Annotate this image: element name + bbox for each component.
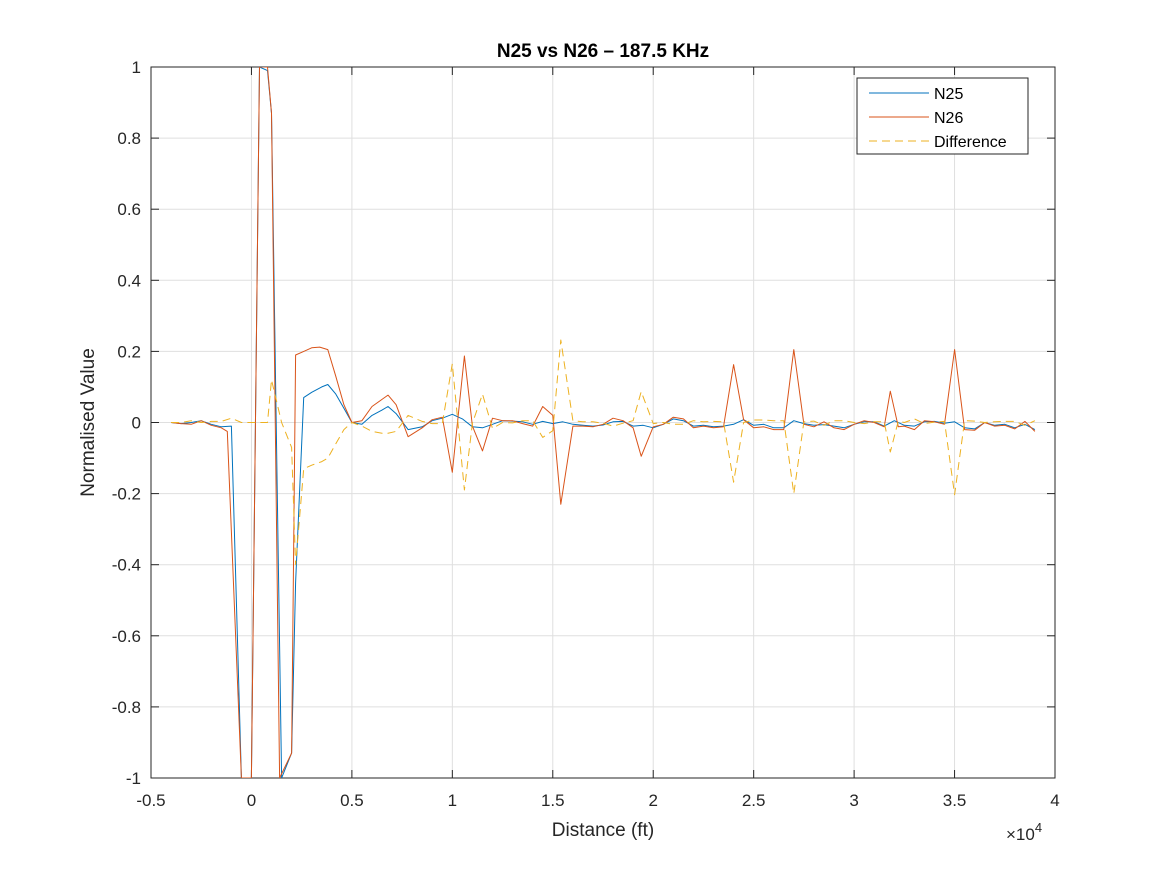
chart-title: N25 vs N26 – 187.5 KHz bbox=[497, 41, 709, 62]
y-tick-label: -1 bbox=[126, 769, 141, 788]
axis-ticks bbox=[150, 66, 1056, 779]
y-tick-label: 0.2 bbox=[117, 342, 141, 361]
y-tick-label: -0.6 bbox=[112, 627, 141, 646]
x-exponent-power: 4 bbox=[1035, 820, 1042, 835]
x-exponent-base: ×10 bbox=[1006, 825, 1035, 844]
y-tick-label: -0.4 bbox=[112, 556, 141, 575]
y-tick-label: 0.4 bbox=[117, 271, 141, 290]
x-tick-label: 0.5 bbox=[340, 791, 364, 810]
legend-label-difference: Difference bbox=[934, 134, 1007, 151]
x-axis-exponent: ×104 bbox=[1006, 820, 1042, 844]
x-tick-label: 1 bbox=[448, 791, 457, 810]
x-tick-label: -0.5 bbox=[136, 791, 165, 810]
y-tick-label: 0 bbox=[132, 414, 141, 433]
series-group bbox=[171, 67, 1036, 778]
x-tick-label: 3.5 bbox=[943, 791, 967, 810]
tick-labels: -0.5 0 0.5 1 1.5 2 2.5 3 3.5 4 -1 -0.8 -0.6 -0.4 -0.2 0… bbox=[112, 58, 1060, 810]
y-tick-label: 1 bbox=[132, 58, 141, 77]
x-tick-label: 2.5 bbox=[742, 791, 766, 810]
y-tick-label: -0.2 bbox=[112, 485, 141, 504]
y-tick-label: -0.8 bbox=[112, 698, 141, 717]
y-tick-label: 0.6 bbox=[117, 200, 141, 219]
legend-label-n25: N25 bbox=[934, 86, 963, 103]
x-axis-label: Distance (ft) bbox=[552, 820, 654, 841]
x-tick-label: 1.5 bbox=[541, 791, 565, 810]
y-axis-label: Normalised Value bbox=[78, 348, 99, 497]
series-line-n26 bbox=[171, 67, 1036, 778]
series-line-n25 bbox=[171, 67, 1036, 778]
x-tick-label: 3 bbox=[849, 791, 858, 810]
x-tick-label: 0 bbox=[247, 791, 256, 810]
series-line-difference bbox=[171, 339, 1036, 566]
x-tick-label: 2 bbox=[648, 791, 657, 810]
x-tick-label: 4 bbox=[1050, 791, 1059, 810]
y-tick-label: 0.8 bbox=[117, 129, 141, 148]
legend-label-n26: N26 bbox=[934, 110, 963, 127]
legend: N25 N26 Difference bbox=[856, 77, 1029, 155]
